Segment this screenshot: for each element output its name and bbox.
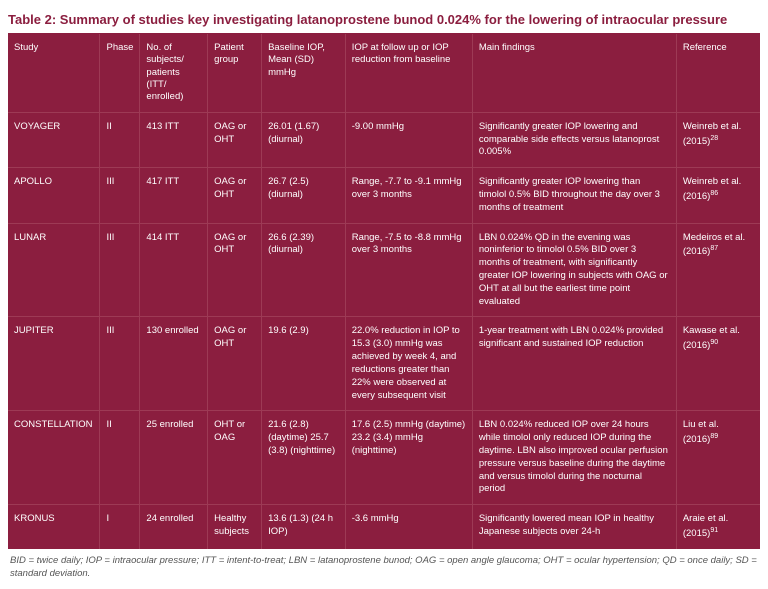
cell-findings: Significantly lowered mean IOP in health… xyxy=(472,505,676,549)
cell-followup: 17.6 (2.5) mmHg (daytime) 23.2 (3.4) mmH… xyxy=(345,411,472,505)
cell-group: OAG or OHT xyxy=(208,317,262,411)
cell-baseline: 26.6 (2.39) (diurnal) xyxy=(262,223,346,317)
cell-study: KRONUS xyxy=(8,505,100,549)
cell-findings: Significantly greater IOP lowering than … xyxy=(472,168,676,223)
cell-study: APOLLO xyxy=(8,168,100,223)
table-row: KRONUSI24 enrolledHealthy subjects13.6 (… xyxy=(8,505,760,549)
reference-sup: 87 xyxy=(710,245,718,252)
cell-study: JUPITER xyxy=(8,317,100,411)
reference-sup: 90 xyxy=(710,339,718,346)
cell-reference: Kawase et al. (2016)90 xyxy=(676,317,760,411)
cell-baseline: 26.7 (2.5) (diurnal) xyxy=(262,168,346,223)
cell-followup: 22.0% reduction in IOP to 15.3 (3.0) mmH… xyxy=(345,317,472,411)
col-group: Patient group xyxy=(208,34,262,112)
col-baseline: Baseline IOP, Mean (SD) mmHg xyxy=(262,34,346,112)
cell-phase: III xyxy=(100,168,140,223)
cell-group: Healthy subjects xyxy=(208,505,262,549)
cell-findings: Significantly greater IOP lowering and c… xyxy=(472,112,676,167)
table-header-row: Study Phase No. of subjects/ patients (I… xyxy=(8,34,760,112)
cell-subjects: 24 enrolled xyxy=(140,505,208,549)
cell-subjects: 130 enrolled xyxy=(140,317,208,411)
cell-followup: Range, -7.7 to -9.1 mmHg over 3 months xyxy=(345,168,472,223)
cell-reference: Weinreb et al. (2015)28 xyxy=(676,112,760,167)
col-findings: Main findings xyxy=(472,34,676,112)
cell-phase: II xyxy=(100,112,140,167)
cell-findings: LBN 0.024% reduced IOP over 24 hours whi… xyxy=(472,411,676,505)
cell-group: OAG or OHT xyxy=(208,168,262,223)
cell-group: OAG or OHT xyxy=(208,223,262,317)
col-reference: Reference xyxy=(676,34,760,112)
cell-study: CONSTELLATION xyxy=(8,411,100,505)
cell-group: OHT or OAG xyxy=(208,411,262,505)
table-title: Table 2: Summary of studies key investig… xyxy=(8,8,760,34)
cell-followup: -3.6 mmHg xyxy=(345,505,472,549)
cell-followup: -9.00 mmHg xyxy=(345,112,472,167)
cell-reference: Liu et al. (2016)89 xyxy=(676,411,760,505)
table-row: LUNARIII414 ITTOAG or OHT26.6 (2.39) (di… xyxy=(8,223,760,317)
cell-study: VOYAGER xyxy=(8,112,100,167)
cell-subjects: 25 enrolled xyxy=(140,411,208,505)
cell-reference: Araie et al. (2015)91 xyxy=(676,505,760,549)
table-row: CONSTELLATIONII25 enrolledOHT or OAG21.6… xyxy=(8,411,760,505)
reference-sup: 28 xyxy=(710,135,718,142)
cell-followup: Range, -7.5 to -8.8 mmHg over 3 months xyxy=(345,223,472,317)
reference-sup: 91 xyxy=(710,527,718,534)
table-footnote: BID = twice daily; IOP = intraocular pre… xyxy=(8,549,760,581)
col-followup: IOP at follow up or IOP reduction from b… xyxy=(345,34,472,112)
cell-study: LUNAR xyxy=(8,223,100,317)
col-study: Study xyxy=(8,34,100,112)
col-subjects: No. of subjects/ patients (ITT/ enrolled… xyxy=(140,34,208,112)
table-row: APOLLOIII417 ITTOAG or OHT26.7 (2.5) (di… xyxy=(8,168,760,223)
studies-table: Study Phase No. of subjects/ patients (I… xyxy=(8,34,760,549)
cell-findings: 1-year treatment with LBN 0.024% provide… xyxy=(472,317,676,411)
cell-findings: LBN 0.024% QD in the evening was noninfe… xyxy=(472,223,676,317)
cell-subjects: 417 ITT xyxy=(140,168,208,223)
table-row: VOYAGERII413 ITTOAG or OHT26.01 (1.67) (… xyxy=(8,112,760,167)
cell-reference: Medeiros et al. (2016)87 xyxy=(676,223,760,317)
reference-sup: 86 xyxy=(710,190,718,197)
cell-baseline: 21.6 (2.8) (daytime) 25.7 (3.8) (nightti… xyxy=(262,411,346,505)
reference-sup: 89 xyxy=(710,433,718,440)
cell-phase: I xyxy=(100,505,140,549)
cell-group: OAG or OHT xyxy=(208,112,262,167)
cell-subjects: 413 ITT xyxy=(140,112,208,167)
cell-phase: III xyxy=(100,223,140,317)
cell-baseline: 26.01 (1.67) (diurnal) xyxy=(262,112,346,167)
cell-subjects: 414 ITT xyxy=(140,223,208,317)
table-row: JUPITERIII130 enrolledOAG or OHT19.6 (2.… xyxy=(8,317,760,411)
cell-baseline: 13.6 (1.3) (24 h IOP) xyxy=(262,505,346,549)
cell-reference: Weinreb et al. (2016)86 xyxy=(676,168,760,223)
cell-baseline: 19.6 (2.9) xyxy=(262,317,346,411)
cell-phase: II xyxy=(100,411,140,505)
cell-phase: III xyxy=(100,317,140,411)
col-phase: Phase xyxy=(100,34,140,112)
